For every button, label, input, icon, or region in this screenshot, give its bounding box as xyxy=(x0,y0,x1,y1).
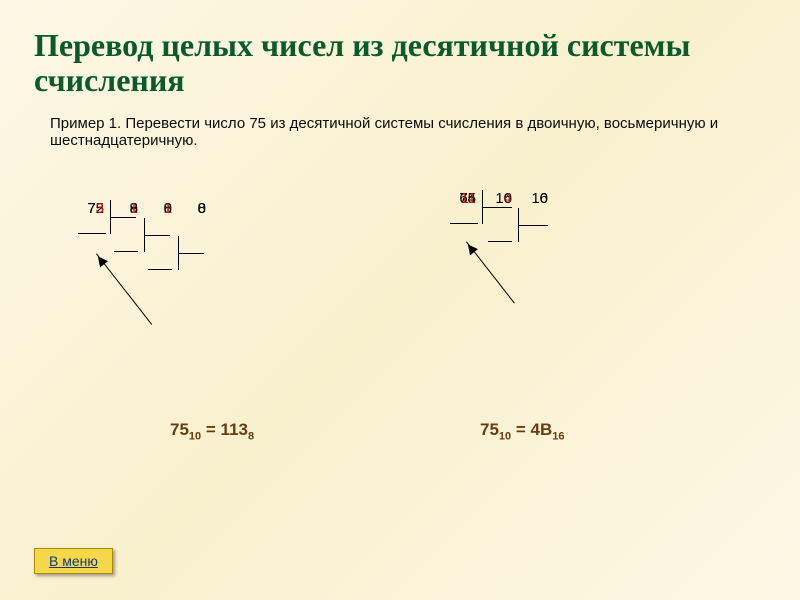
oct-arrow xyxy=(96,253,152,325)
oct-rem-2: 1 xyxy=(148,200,172,217)
division-octal: 75 72 3 8 9 8 1 8 1 0 1 8 0 xyxy=(80,200,280,360)
hex-arrow xyxy=(466,241,515,303)
division-hex: 75 64 11 16 4 0 4 16 0 xyxy=(452,190,632,330)
oct-quot-2: 0 xyxy=(182,200,206,217)
res-oct-src: 75 xyxy=(170,420,189,439)
res-hex-dst-base: 16 xyxy=(552,430,564,442)
hex-rem-1: 4 xyxy=(488,190,512,207)
menu-button[interactable]: В меню xyxy=(34,548,113,574)
res-hex-src-base: 10 xyxy=(499,430,511,442)
oct-h-2 xyxy=(178,253,204,254)
oct-h-0 xyxy=(110,217,136,218)
slide: Перевод целых чисел из десятичной систем… xyxy=(0,0,800,600)
hex-uline-0 xyxy=(450,223,478,224)
result-hex: 7510 = 4B16 xyxy=(480,420,565,442)
hex-h-1 xyxy=(518,225,548,226)
oct-rem-0: 3 xyxy=(80,200,104,217)
oct-rem-1: 1 xyxy=(114,200,138,217)
oct-uline-0 xyxy=(78,233,106,234)
res-hex-dst: 4B xyxy=(531,420,553,439)
res-oct-src-base: 10 xyxy=(189,430,201,442)
oct-uline-1 xyxy=(114,251,138,252)
oct-h-1 xyxy=(144,235,170,236)
oct-uline-2 xyxy=(148,269,172,270)
hex-quot-1: 0 xyxy=(524,190,548,207)
res-oct-dst-base: 8 xyxy=(248,430,254,442)
hex-h-0 xyxy=(482,207,512,208)
hex-uline-1 xyxy=(488,241,512,242)
example-text: Пример 1. Перевести число 75 из десятичн… xyxy=(50,115,760,149)
hex-rem-0: 11 xyxy=(452,190,476,207)
res-hex-src: 75 xyxy=(480,420,499,439)
result-octal: 7510 = 1138 xyxy=(170,420,254,442)
slide-title: Перевод целых чисел из десятичной систем… xyxy=(34,28,766,97)
res-oct-dst: 113 xyxy=(221,420,248,439)
